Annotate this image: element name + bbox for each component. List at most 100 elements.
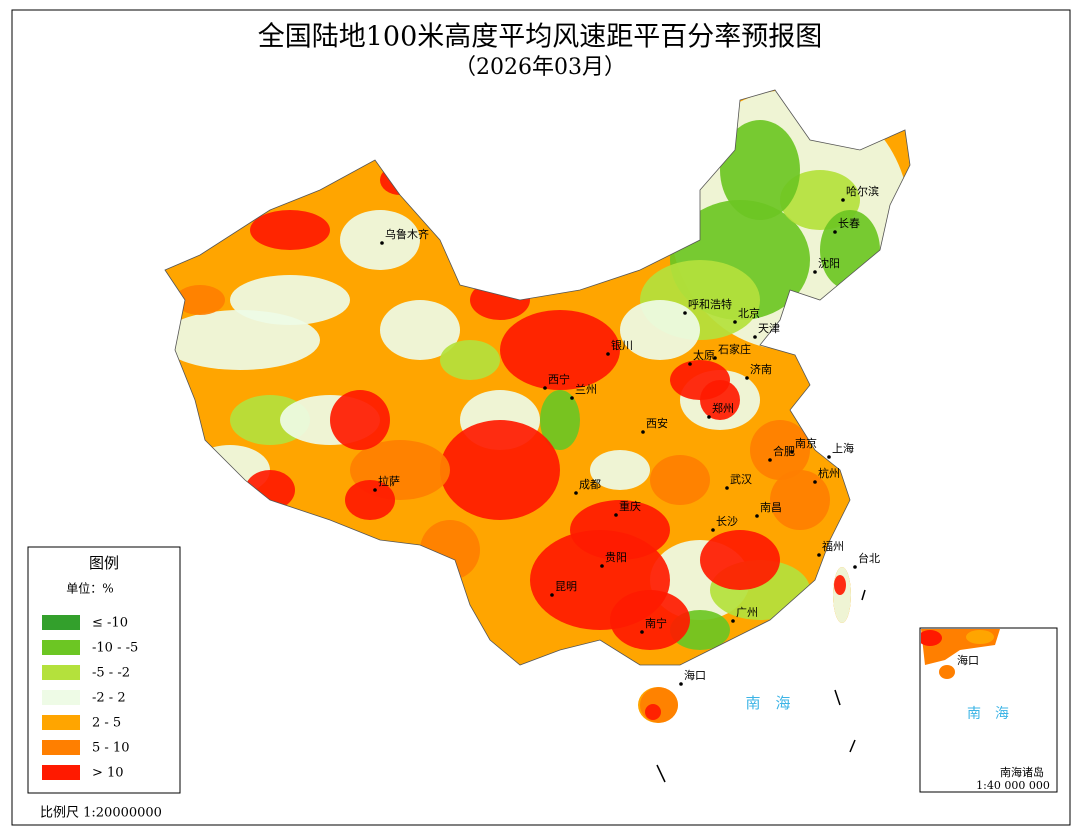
- city-dot: [683, 311, 687, 315]
- wind-region: [165, 310, 320, 370]
- wind-region: [750, 420, 810, 480]
- city-dot: [641, 430, 645, 434]
- legend-label: 2 - 5: [92, 716, 121, 731]
- wind-region: [833, 567, 851, 623]
- wind-region: [250, 210, 330, 250]
- wind-region: [645, 704, 661, 720]
- wind-region: [340, 210, 420, 270]
- scale: 比例尺 1:20000000: [40, 806, 162, 821]
- legend-label: 5 - 10: [92, 741, 129, 756]
- city-label: 福州: [822, 539, 844, 553]
- legend-label: -2 - 2: [92, 691, 126, 706]
- city-dot: [733, 320, 737, 324]
- wind-region: [380, 300, 460, 360]
- city-label: 长沙: [716, 515, 738, 528]
- city-label: 哈尔滨: [846, 184, 879, 198]
- legend-label: ≤ -10: [92, 616, 128, 631]
- legend-unit: 单位：%: [66, 581, 113, 596]
- sea-label: 南 海: [745, 694, 790, 712]
- city-dot: [373, 488, 377, 492]
- wind-region: [834, 575, 846, 595]
- wind-region: [345, 480, 395, 520]
- city-label: 呼和浩特: [688, 297, 732, 311]
- city-label: 银川: [611, 338, 633, 352]
- city-label: 太原: [693, 349, 715, 362]
- legend-swatch: [42, 715, 80, 730]
- city-label: 沈阳: [818, 256, 840, 270]
- city-dot: [707, 415, 711, 419]
- wind-region: [770, 470, 830, 530]
- city-dot: [813, 480, 817, 484]
- city-label: 昆明: [555, 580, 577, 593]
- wind-region: [440, 340, 500, 380]
- legend-swatch: [42, 615, 80, 630]
- legend-swatch: [42, 740, 80, 755]
- city-label: 合肥: [773, 444, 795, 458]
- city-label: 南昌: [760, 501, 782, 514]
- city-label: 西宁: [548, 372, 570, 386]
- city-dot: [711, 528, 715, 532]
- inset-sea-label: 南 海: [967, 706, 1009, 722]
- city-label: 石家庄: [718, 342, 751, 356]
- city-dot: [600, 564, 604, 568]
- city-dot: [725, 486, 729, 490]
- city-label: 杭州: [818, 466, 840, 480]
- legend-label: -5 - -2: [92, 666, 130, 681]
- islands: [656, 589, 866, 783]
- city-dot: [827, 455, 831, 459]
- city-dot: [550, 593, 554, 597]
- city-label: 广州: [736, 606, 758, 619]
- city-dot: [753, 335, 757, 339]
- city-label: 郑州: [712, 401, 734, 415]
- city-label: 天津: [758, 322, 780, 335]
- border: [164, 89, 911, 666]
- inset-title: 南海诸岛: [1000, 765, 1044, 779]
- city-label: 成都: [579, 478, 601, 491]
- wind-region: [720, 120, 800, 220]
- wind-region: [590, 450, 650, 490]
- legend-items: ≤ -10 -10 - -5 -5 - -2 -2 - 2 2 - 5 5 - 10 > 1…: [42, 615, 138, 781]
- legend-swatch: [42, 665, 80, 680]
- city-label: 武汉: [730, 473, 752, 486]
- city-label: 海口: [684, 668, 706, 682]
- city-label: 台北: [858, 551, 880, 565]
- city-label: 乌鲁木齐: [385, 227, 429, 241]
- wind-region: [670, 360, 730, 400]
- city-dot: [731, 619, 735, 623]
- city-dot: [768, 458, 772, 462]
- wind-region: [500, 310, 620, 390]
- city-dot: [380, 241, 384, 245]
- city-dot: [614, 513, 618, 517]
- city-dot: [817, 553, 821, 557]
- city-label: 北京: [738, 306, 760, 320]
- wind-region: [540, 390, 580, 450]
- wind-region: [330, 390, 390, 450]
- city-label: 济南: [750, 362, 772, 376]
- legend-label: -10 - -5: [92, 641, 138, 656]
- city-label: 西安: [646, 416, 668, 430]
- city-dot: [833, 230, 837, 234]
- city-dot: [841, 198, 845, 202]
- wind-region: [610, 590, 690, 650]
- city-dot: [853, 565, 857, 569]
- city-label: 南京: [795, 436, 817, 450]
- city-dot: [543, 386, 547, 390]
- legend-title: 图例: [89, 554, 119, 572]
- wind-region: [230, 275, 350, 325]
- city-label: 贵阳: [605, 551, 627, 564]
- wind-region: [440, 420, 560, 520]
- city-dot: [640, 630, 644, 634]
- subtitle: （2026年03月）: [454, 55, 626, 80]
- city-label: 拉萨: [378, 474, 400, 488]
- city-dot: [745, 376, 749, 380]
- city-dot: [688, 362, 692, 366]
- city-label: 长春: [838, 217, 860, 230]
- city-dot: [790, 450, 794, 454]
- wind-region: [175, 285, 225, 315]
- legend-swatch: [42, 765, 80, 780]
- legend-label: > 10: [92, 766, 124, 781]
- wind-region: [700, 530, 780, 590]
- city-dot: [755, 514, 759, 518]
